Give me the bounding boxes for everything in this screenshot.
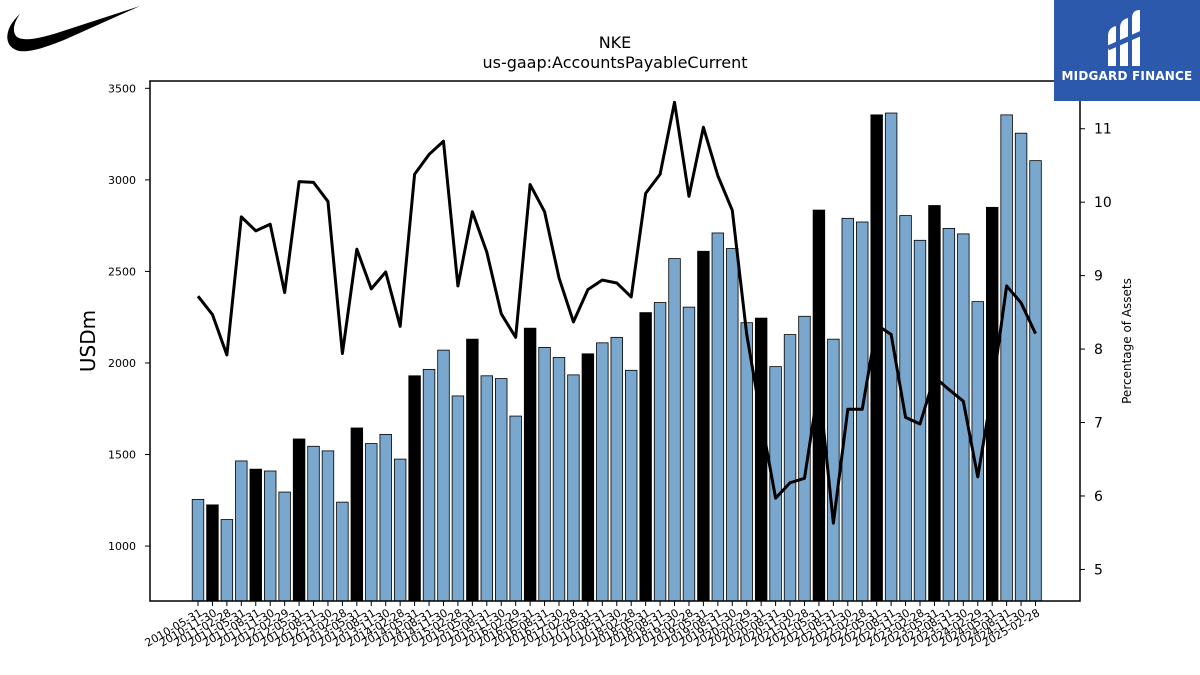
bar — [263, 470, 277, 602]
bar — [986, 206, 999, 602]
bars — [191, 112, 1042, 602]
y-axis-left: 1000 1500 2000 2500 3000 3500 — [108, 82, 150, 553]
bar — [942, 227, 956, 602]
bar — [856, 221, 869, 602]
y2-tick-label: 5 — [1094, 562, 1103, 578]
chart-title: NKE — [599, 33, 632, 52]
bar — [754, 317, 768, 602]
y2-tick-label: 10 — [1094, 195, 1112, 211]
bar — [625, 369, 638, 602]
brand-name: MIDGARD FINANCE — [1061, 69, 1193, 83]
y-tick-label: 1500 — [108, 449, 136, 462]
midgard-finance-logo — [1106, 10, 1146, 66]
bar — [451, 395, 465, 602]
bar — [653, 302, 667, 602]
bar — [726, 248, 739, 602]
bar — [711, 232, 725, 602]
bar — [538, 347, 551, 602]
bar — [278, 491, 291, 602]
percentage-of-assets-line — [196, 100, 1037, 525]
y-tick-label: 1000 — [108, 540, 136, 553]
bar — [292, 438, 306, 602]
bar — [1014, 132, 1028, 602]
bar — [552, 357, 566, 602]
bar — [422, 368, 436, 602]
x-axis: 2010-05-312010-11-302011-02-282011-05-31… — [143, 601, 1042, 650]
bar — [1029, 160, 1042, 602]
bar — [350, 427, 364, 602]
nike-swoosh-logo — [7, 6, 140, 52]
bar — [495, 378, 508, 602]
bar — [610, 336, 623, 602]
bar — [639, 312, 652, 602]
y-tick-label: 2000 — [108, 357, 136, 370]
bar — [523, 327, 537, 602]
bar — [783, 334, 797, 602]
bar — [249, 468, 262, 602]
bar — [379, 433, 392, 602]
bar — [336, 501, 349, 602]
bar — [191, 498, 205, 602]
y2-tick-label: 6 — [1094, 489, 1103, 505]
bar — [697, 250, 710, 602]
y-axis-right: 5 6 7 8 9 10 11 — [1080, 122, 1112, 578]
midgard-finance-badge: MIDGARD FINANCE — [1054, 0, 1200, 101]
y-axis-label: USDm — [76, 310, 100, 372]
bar — [321, 450, 335, 602]
bar — [365, 443, 378, 602]
y2-tick-label: 9 — [1094, 269, 1103, 285]
bar — [581, 353, 595, 602]
bar — [206, 504, 219, 602]
bar — [870, 114, 883, 602]
bar — [466, 338, 479, 602]
bar — [220, 519, 234, 602]
bar — [393, 458, 407, 602]
y2-axis-label: Percentage of Assets — [1120, 278, 1134, 404]
bar — [682, 306, 696, 602]
chart-subtitle: us-gaap:AccountsPayableCurrent — [482, 53, 747, 72]
bar — [928, 205, 941, 602]
bar — [437, 349, 450, 602]
y-tick-label: 2500 — [108, 265, 136, 278]
bar — [567, 374, 580, 602]
bar — [899, 215, 912, 602]
bar — [509, 415, 522, 602]
bar — [307, 445, 320, 602]
plot-frame — [149, 80, 1081, 602]
y-tick-label: 3000 — [108, 174, 136, 187]
y2-tick-label: 11 — [1094, 122, 1112, 138]
bar — [596, 342, 609, 602]
y2-tick-label: 7 — [1094, 416, 1103, 432]
y-tick-label: 3500 — [108, 82, 136, 95]
y2-tick-label: 8 — [1094, 342, 1103, 358]
bar — [408, 375, 421, 602]
bar — [480, 375, 494, 602]
bar — [1000, 114, 1013, 602]
bar — [235, 460, 248, 602]
bar — [668, 258, 681, 602]
